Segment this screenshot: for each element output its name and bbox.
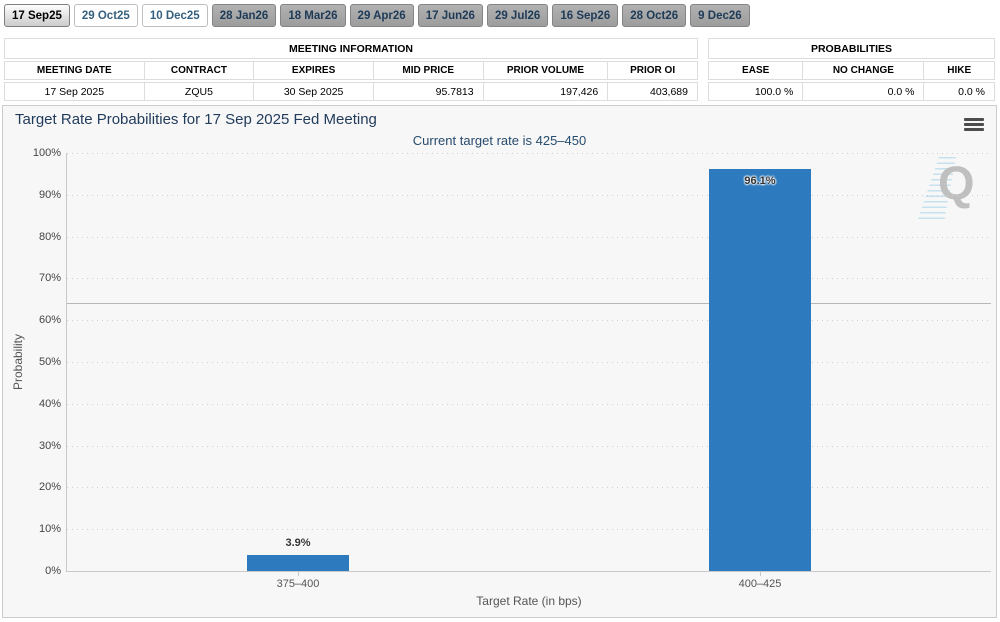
hamburger-icon <box>964 117 984 121</box>
y-tick-label-0: 0% <box>45 565 61 577</box>
meeting-header-3: MID PRICE <box>374 62 484 79</box>
meeting-tab-29-apr26[interactable]: 29 Apr26 <box>349 4 414 27</box>
prob-value-0: 100.0 % <box>709 83 804 100</box>
bar-value-label-375–400: 3.9% <box>285 536 311 549</box>
hamburger-icon <box>964 122 984 126</box>
y-tick-label-50: 50% <box>38 356 61 368</box>
x-tick-mark-1 <box>760 571 761 576</box>
prob-header-1: NO CHANGE <box>803 62 925 79</box>
gridline-100 <box>67 153 991 154</box>
meeting-information-values: 17 Sep 2025 ZQU5 30 Sep 2025 95.7813 197,426… <box>4 82 698 101</box>
x-category-label-0: 375–400 <box>276 578 320 590</box>
meeting-tab-9-dec26[interactable]: 9 Dec26 <box>690 4 750 27</box>
gridline-60 <box>67 320 991 322</box>
gridline-50 <box>67 362 991 363</box>
prob-header-2: HIKE <box>947 65 972 76</box>
prob-value-2: 0.0 % <box>958 85 985 98</box>
gridline-70 <box>67 278 991 280</box>
probabilities-values: 100.0 % 0.0 % 0.0 % <box>708 82 995 101</box>
meeting-value-2: 30 Sep 2025 <box>254 83 374 100</box>
y-tick-label-20: 20% <box>38 481 61 494</box>
meeting-value-3: 95.7813 <box>374 83 484 100</box>
meeting-tab-18-mar26[interactable]: 18 Mar26 <box>280 4 346 27</box>
meeting-tab-28-oct26[interactable]: 28 Oct26 <box>622 4 687 27</box>
y-axis-line <box>66 153 67 571</box>
probability-bar-400–425[interactable] <box>709 169 811 571</box>
y-tick-label-100: 100% <box>32 147 61 159</box>
target-rate-probability-chart: Target Rate Probabilities for 17 Sep 202… <box>2 105 997 618</box>
meeting-tab-29-oct25[interactable]: 29 Oct25 <box>73 4 138 27</box>
meeting-tab-17-sep25[interactable]: 17 Sep25 <box>4 4 70 27</box>
x-axis-line <box>66 571 991 572</box>
meeting-information-headers: MEETING DATE CONTRACT EXPIRES MID PRICE PRIO… <box>4 61 698 80</box>
meeting-header-0: MEETING DATE <box>5 62 145 79</box>
meeting-header-1: CONTRACT <box>145 62 255 79</box>
x-category-label-1: 400–425 <box>738 578 782 590</box>
chart-menu-button[interactable] <box>962 114 986 134</box>
meeting-value-5: 403,689 <box>650 85 688 98</box>
y-tick-label-30: 30% <box>38 439 61 452</box>
probabilities-table: PROBABILITIES EASE NO CHANGE HIKE 100.0 % 0… <box>708 38 995 103</box>
bar-value-label-400–425: 96.1% <box>744 175 776 188</box>
x-axis-title: Target Rate (in bps) <box>476 594 582 608</box>
y-tick-label-90: 90% <box>38 188 61 201</box>
probabilities-headers: EASE NO CHANGE HIKE <box>708 61 995 80</box>
meeting-information-title: MEETING INFORMATION <box>4 38 698 59</box>
x-tick-mark-0 <box>298 571 299 576</box>
meeting-tab-28-jan26[interactable]: 28 Jan26 <box>211 4 277 27</box>
meeting-tab-29-jul26[interactable]: 29 Jul26 <box>486 4 549 27</box>
chart-title: Target Rate Probabilities for 17 Sep 202… <box>15 111 377 128</box>
prob-header-0: EASE <box>709 62 804 79</box>
chart-subtitle: Current target rate is 425–450 <box>412 133 587 148</box>
hamburger-icon <box>964 127 984 131</box>
probability-bar-375–400[interactable] <box>247 554 349 571</box>
y-tick-label-40: 40% <box>38 397 61 410</box>
meeting-information-table: MEETING INFORMATION MEETING DATE CONTRACT… <box>4 38 698 103</box>
meeting-header-4: PRIOR VOLUME <box>484 62 609 79</box>
gridline-10 <box>67 529 991 531</box>
gridline-20 <box>67 487 991 489</box>
meeting-header-5: PRIOR OI <box>630 65 676 76</box>
q-logo-icon: Q <box>938 156 975 209</box>
prob-value-1: 0.0 % <box>803 83 925 100</box>
meeting-value-0: 17 Sep 2025 <box>5 83 145 100</box>
meeting-tab-10-dec25[interactable]: 10 Dec25 <box>141 4 208 27</box>
meeting-tab-17-jun26[interactable]: 17 Jun26 <box>417 4 483 27</box>
y-tick-label-80: 80% <box>38 230 61 243</box>
y-tick-label-10: 10% <box>38 523 61 536</box>
meeting-date-tab-bar: 17 Sep25 29 Oct25 10 Dec25 28 Jan26 18 Mar26… <box>4 4 750 27</box>
y-tick-label-60: 60% <box>38 314 61 327</box>
meeting-value-1: ZQU5 <box>145 83 255 100</box>
gridline-80 <box>67 236 991 238</box>
meeting-header-2: EXPIRES <box>254 62 374 79</box>
gridline-40 <box>67 403 991 405</box>
meeting-value-4: 197,426 <box>484 83 609 100</box>
plot-line-64pct <box>67 303 991 305</box>
gridline-90 <box>67 194 991 196</box>
meeting-tab-16-sep26[interactable]: 16 Sep26 <box>552 4 619 27</box>
y-tick-label-70: 70% <box>38 272 61 285</box>
quikstrike-watermark: Q <box>918 151 988 226</box>
gridline-30 <box>67 445 991 447</box>
probabilities-title: PROBABILITIES <box>708 38 995 59</box>
